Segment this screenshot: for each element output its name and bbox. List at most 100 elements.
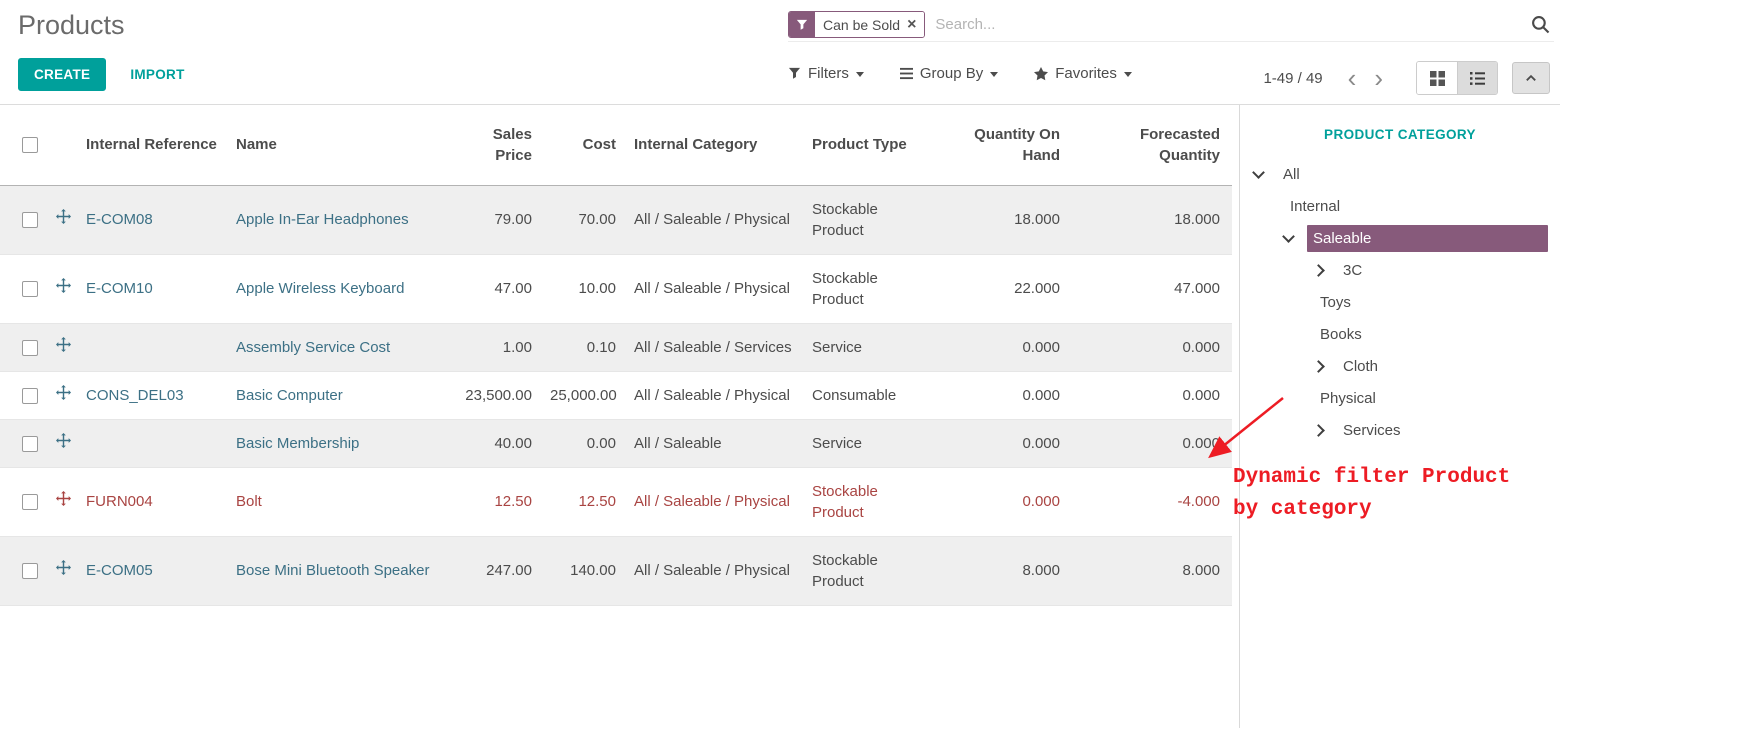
quantity-on-hand-cell: 22.000 (938, 254, 1072, 324)
table-row[interactable]: E-COM08 Apple In-Ear Headphones 79.00 70… (0, 185, 1232, 255)
category-item-3c[interactable]: 3C (1240, 254, 1560, 286)
caret-icon[interactable] (1312, 359, 1325, 373)
cost-cell: 25,000.00 (544, 371, 628, 420)
control-panel: Products Can be Sold × CREATE (0, 0, 1560, 105)
row-checkbox[interactable] (22, 387, 38, 404)
caret-icon[interactable] (1282, 229, 1295, 243)
drag-handle-icon[interactable] (55, 278, 71, 293)
drag-handle-icon[interactable] (55, 432, 71, 448)
chevron-down-icon (855, 72, 864, 77)
kanban-view-button[interactable] (1417, 62, 1457, 94)
category-item-label: Saleable (1307, 224, 1548, 252)
category-item-label: Services (1343, 421, 1401, 439)
category-item-toys[interactable]: Toys (1240, 286, 1560, 318)
internal-category-cell: All / Saleable (628, 419, 806, 468)
product-type-cell: Stockable Product (806, 254, 938, 324)
quantity-on-hand-cell: 0.000 (938, 371, 1072, 420)
category-item-physical[interactable]: Physical (1240, 382, 1560, 414)
table-row[interactable]: Basic Membership 40.00 0.00 All / Saleab… (0, 419, 1232, 468)
table-row[interactable]: CONS_DEL03 Basic Computer 23,500.00 25,0… (0, 371, 1232, 420)
row-checkbox[interactable] (22, 339, 38, 356)
row-drag-cell (46, 185, 80, 255)
row-select-cell (0, 536, 46, 606)
category-item-services[interactable]: Services (1240, 414, 1560, 446)
category-item-books[interactable]: Books (1240, 318, 1560, 350)
pager-previous-button[interactable]: ‹ (1347, 63, 1357, 93)
category-item-saleable[interactable]: Saleable (1240, 222, 1560, 254)
search-facet[interactable]: Can be Sold × (788, 11, 926, 38)
row-checkbox[interactable] (22, 281, 38, 298)
row-select-cell (0, 371, 46, 420)
favorites-menu[interactable]: Favorites (1034, 65, 1132, 82)
cost-cell: 140.00 (544, 536, 628, 606)
drag-handle-icon[interactable] (55, 209, 71, 224)
category-item-label: Books (1320, 325, 1362, 343)
drag-handle-icon[interactable] (55, 491, 71, 506)
column-header-cost[interactable]: Cost (544, 105, 628, 186)
table-row[interactable]: E-COM10 Apple Wireless Keyboard 47.00 10… (0, 254, 1232, 324)
filters-menu[interactable]: Filters (788, 65, 864, 82)
row-drag-cell (46, 467, 80, 537)
sales-price-cell: 79.00 (458, 185, 544, 255)
import-button[interactable]: IMPORT (120, 59, 194, 90)
select-all-checkbox[interactable] (22, 137, 38, 154)
category-item-internal[interactable]: Internal (1240, 190, 1560, 222)
forecasted-quantity-cell: 8.000 (1072, 536, 1232, 606)
row-checkbox[interactable] (22, 494, 38, 511)
quantity-on-hand-cell: 18.000 (938, 185, 1072, 255)
drag-handle-icon[interactable] (55, 336, 71, 352)
category-item-cloth[interactable]: Cloth (1240, 350, 1560, 382)
column-header-product-type[interactable]: Product Type (806, 105, 938, 186)
name-cell: Basic Computer (230, 371, 458, 420)
column-header-forecasted-quantity[interactable]: Forecasted Quantity (1072, 105, 1232, 186)
row-drag-cell (46, 323, 80, 372)
column-header-quantity-on-hand[interactable]: Quantity On Hand (938, 105, 1072, 186)
drag-handle-icon[interactable] (55, 384, 71, 400)
column-header-internal-reference[interactable]: Internal Reference (80, 105, 230, 186)
row-select-cell (0, 254, 46, 324)
table-row[interactable]: E-COM05 Bose Mini Bluetooth Speaker 247.… (0, 536, 1232, 606)
row-select-cell (0, 467, 46, 537)
category-item-label: Physical (1320, 389, 1376, 407)
column-header-sales-price[interactable]: Sales Price (458, 105, 544, 186)
row-checkbox[interactable] (22, 435, 38, 452)
caret-icon[interactable] (1312, 423, 1325, 437)
search-options: Filters Group By Favorites (788, 65, 1132, 82)
internal-reference-cell (80, 323, 230, 372)
category-item-label: Cloth (1343, 357, 1379, 375)
name-cell: Bolt (230, 467, 458, 537)
search-input[interactable] (925, 16, 1531, 33)
name-cell: Apple Wireless Keyboard (230, 254, 458, 324)
name-cell: Assembly Service Cost (230, 323, 458, 372)
forecasted-quantity-cell: 47.000 (1072, 254, 1232, 324)
drag-column-header (46, 105, 80, 186)
internal-reference-cell: E-COM08 (80, 185, 230, 255)
search-icon[interactable] (1531, 15, 1550, 34)
list-view-button[interactable] (1457, 62, 1497, 94)
table-row[interactable]: FURN004 Bolt 12.50 12.50 All / Saleable … (0, 467, 1232, 537)
quantity-on-hand-cell: 8.000 (938, 536, 1072, 606)
row-checkbox[interactable] (22, 212, 38, 229)
category-item-all[interactable]: All (1240, 158, 1560, 190)
quantity-on-hand-cell: 0.000 (938, 419, 1072, 468)
main-content: Internal Reference Name Sales Price Cost Int… (0, 105, 1560, 728)
internal-category-cell: All / Saleable / Physical (628, 536, 806, 606)
control-panel-row2: CREATE IMPORT Filters Group By Favorites (0, 58, 1560, 95)
cost-cell: 0.00 (544, 419, 628, 468)
row-checkbox[interactable] (22, 563, 38, 580)
internal-reference-cell: CONS_DEL03 (80, 371, 230, 420)
create-button[interactable]: CREATE (18, 58, 107, 91)
drag-handle-icon[interactable] (55, 560, 71, 575)
caret-icon[interactable] (1252, 165, 1265, 179)
column-header-name[interactable]: Name (230, 105, 458, 186)
forecasted-quantity-cell: 0.000 (1072, 323, 1232, 372)
caret-icon[interactable] (1312, 263, 1325, 277)
chevron-up-icon (1526, 74, 1536, 81)
row-select-cell (0, 323, 46, 372)
pager-next-button[interactable]: › (1374, 63, 1383, 93)
column-header-internal-category[interactable]: Internal Category (628, 105, 806, 186)
table-row[interactable]: Assembly Service Cost 1.00 0.10 All / Sa… (0, 323, 1232, 372)
facet-remove-icon[interactable]: × (907, 15, 917, 33)
collapse-panel-button[interactable] (1512, 62, 1550, 94)
group-by-menu[interactable]: Group By (899, 65, 999, 82)
